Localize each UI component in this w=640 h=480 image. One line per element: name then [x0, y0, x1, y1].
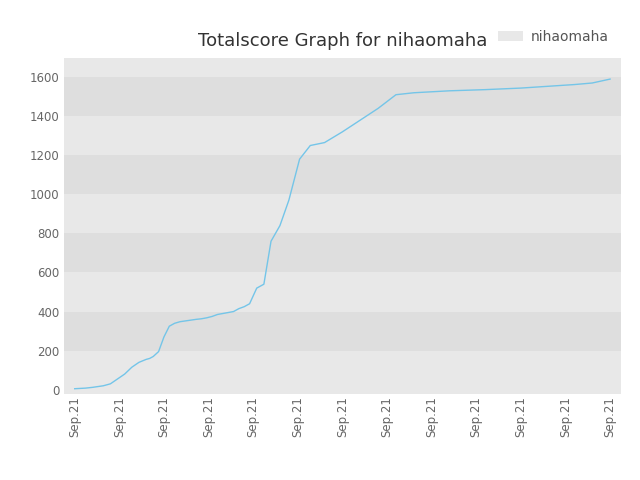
- Line: nihaomaha: nihaomaha: [75, 79, 610, 389]
- nihaomaha: [71, 386, 79, 392]
- nihaomaha: [246, 301, 253, 307]
- Bar: [64, 312, 621, 350]
- Bar: [64, 273, 621, 312]
- Bar: [64, 350, 621, 390]
- nihaomaha: [307, 143, 314, 148]
- Bar: [64, 77, 621, 116]
- nihaomaha: [606, 76, 614, 82]
- Title: Totalscore Graph for nihaomaha: Totalscore Graph for nihaomaha: [198, 33, 487, 50]
- Bar: [64, 116, 621, 155]
- Bar: [64, 58, 621, 77]
- nihaomaha: [198, 316, 205, 322]
- nihaomaha: [260, 281, 268, 287]
- Bar: [64, 233, 621, 273]
- nihaomaha: [142, 357, 150, 362]
- Bar: [64, 155, 621, 194]
- Bar: [64, 194, 621, 233]
- Bar: [64, 390, 621, 394]
- Legend: nihaomaha: nihaomaha: [493, 24, 614, 49]
- nihaomaha: [267, 239, 275, 244]
